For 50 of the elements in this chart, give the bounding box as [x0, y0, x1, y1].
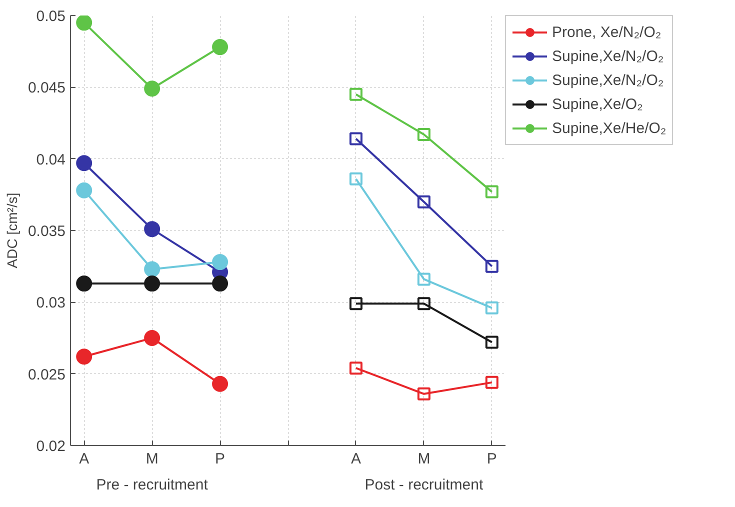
point — [349, 132, 362, 146]
legend-label: Prone, Xe/N₂/O₂ — [552, 24, 662, 40]
point — [417, 297, 430, 310]
point — [144, 261, 160, 278]
point — [417, 195, 430, 208]
point — [144, 276, 160, 292]
point — [212, 39, 228, 56]
x-tick-label: P — [215, 450, 226, 468]
legend-label: Supine,Xe/He/O₂ — [552, 120, 666, 136]
x-tick-label: M — [146, 450, 158, 468]
text: Post - recruitment — [364, 476, 484, 494]
point — [349, 172, 362, 186]
point — [417, 272, 430, 286]
legend-label: Supine,Xe/N₂/O₂ — [552, 48, 664, 64]
y-tick-label: 0.02 — [36, 438, 66, 455]
legend-label: Supine,Xe/N₂/O₂ — [552, 72, 664, 88]
point — [485, 185, 498, 198]
point — [144, 330, 160, 346]
point — [212, 276, 228, 292]
text: Pre - recruitment — [96, 476, 209, 494]
point — [212, 376, 228, 392]
point — [144, 221, 160, 238]
point — [212, 254, 228, 270]
point — [349, 297, 362, 310]
point — [485, 301, 498, 314]
y-tick-label: 0.045 — [28, 80, 66, 97]
point — [417, 387, 430, 400]
point — [76, 16, 92, 31]
legend-label: Supine,Xe/O₂ — [552, 96, 643, 112]
point — [349, 88, 362, 101]
y-tick-label: 0.035 — [28, 223, 66, 240]
y-tick-label: 0.025 — [28, 366, 66, 384]
point — [76, 276, 92, 292]
x-tick-label: A — [79, 450, 90, 468]
point — [76, 155, 92, 172]
point — [485, 376, 498, 389]
point — [76, 348, 92, 365]
point — [485, 260, 498, 273]
point — [76, 182, 92, 198]
x-tick-label: P — [486, 450, 497, 468]
x-tick-label: A — [350, 450, 361, 468]
point — [417, 128, 430, 141]
y-tick-label: 0.03 — [36, 294, 66, 312]
y-tick-label: 0.05 — [36, 8, 66, 25]
point — [485, 336, 498, 349]
point — [144, 80, 160, 97]
y-axis-title: ADC [cm²/s] — [4, 192, 20, 268]
point — [349, 362, 362, 375]
y-tick-label: 0.04 — [36, 151, 66, 168]
x-tick-label: M — [418, 450, 430, 468]
